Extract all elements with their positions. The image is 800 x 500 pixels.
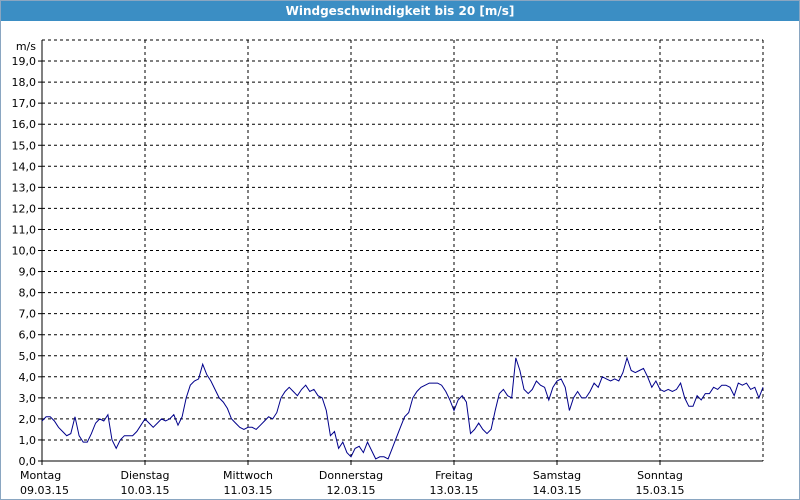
x-tick-date: 15.03.15 bbox=[636, 484, 685, 497]
x-tick-date: 12.03.15 bbox=[327, 484, 376, 497]
series-line bbox=[41, 356, 764, 460]
y-tick-label: 9,0 bbox=[19, 266, 37, 279]
y-tick-label: 11,0 bbox=[12, 223, 37, 236]
x-tick-date: 10.03.15 bbox=[121, 484, 170, 497]
y-tick-label: 3,0 bbox=[19, 392, 37, 405]
y-tick-label: 10,0 bbox=[12, 245, 37, 258]
y-tick-label: 19,0 bbox=[12, 55, 37, 68]
y-tick-label: 14,0 bbox=[12, 160, 37, 173]
x-tick-day: Samstag bbox=[533, 469, 581, 482]
y-tick-label: 15,0 bbox=[12, 139, 37, 152]
y-tick-label: 1,0 bbox=[19, 434, 37, 447]
x-tick-day: Mittwoch bbox=[223, 469, 273, 482]
y-tick-label: 7,0 bbox=[19, 308, 37, 321]
x-tick-date: 09.03.15 bbox=[20, 484, 69, 497]
y-tick-label: 2,0 bbox=[19, 413, 37, 426]
x-tick-date: 11.03.15 bbox=[224, 484, 273, 497]
y-tick-label: 13,0 bbox=[12, 181, 37, 194]
x-tick-date: 13.03.15 bbox=[430, 484, 479, 497]
y-tick-label: 0,0 bbox=[19, 455, 37, 468]
y-tick-label: 16,0 bbox=[12, 118, 37, 131]
y-tick-label: 17,0 bbox=[12, 97, 37, 110]
y-axis-unit: m/s bbox=[16, 40, 36, 53]
x-tick-date: 14.03.15 bbox=[533, 484, 582, 497]
y-tick-label: 5,0 bbox=[19, 350, 37, 363]
y-tick-label: 8,0 bbox=[19, 287, 37, 300]
window-title: Windgeschwindigkeit bis 20 [m/s] bbox=[1, 1, 799, 21]
x-tick-day: Freitag bbox=[435, 469, 473, 482]
x-tick-day: Montag bbox=[20, 469, 61, 482]
x-tick-day: Dienstag bbox=[120, 469, 169, 482]
y-tick-label: 4,0 bbox=[19, 371, 37, 384]
y-tick-label: 18,0 bbox=[12, 76, 37, 89]
x-tick-day: Sonntag bbox=[637, 469, 683, 482]
y-tick-label: 6,0 bbox=[19, 329, 37, 342]
x-tick-day: Donnerstag bbox=[319, 469, 383, 482]
y-tick-label: 12,0 bbox=[12, 202, 37, 215]
